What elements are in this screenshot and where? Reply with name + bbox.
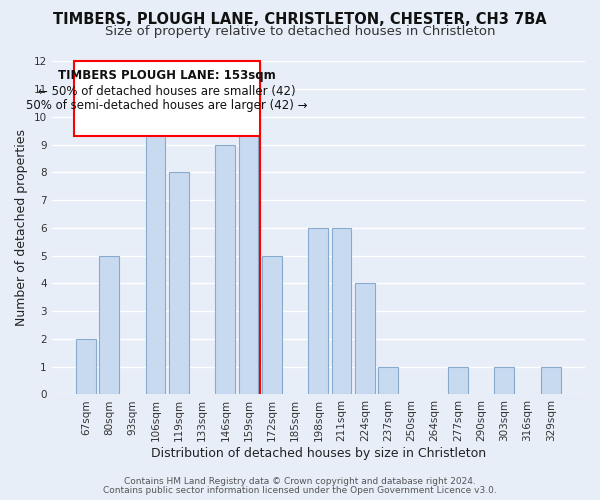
Text: 50% of semi-detached houses are larger (42) →: 50% of semi-detached houses are larger (… [26, 99, 308, 112]
Bar [99, 256, 119, 394]
Bar [541, 366, 561, 394]
Text: TIMBERS, PLOUGH LANE, CHRISTLETON, CHESTER, CH3 7BA: TIMBERS, PLOUGH LANE, CHRISTLETON, CHEST… [53, 12, 547, 28]
Text: Size of property relative to detached houses in Christleton: Size of property relative to detached ho… [105, 25, 495, 38]
Text: Contains public sector information licensed under the Open Government Licence v3: Contains public sector information licen… [103, 486, 497, 495]
X-axis label: Distribution of detached houses by size in Christleton: Distribution of detached houses by size … [151, 447, 486, 460]
Bar [494, 366, 514, 394]
Bar [262, 256, 282, 394]
Bar [448, 366, 468, 394]
Text: TIMBERS PLOUGH LANE: 153sqm: TIMBERS PLOUGH LANE: 153sqm [58, 69, 276, 82]
Bar [378, 366, 398, 394]
Bar [146, 117, 166, 394]
Text: ← 50% of detached houses are smaller (42): ← 50% of detached houses are smaller (42… [38, 86, 296, 98]
Bar [308, 228, 328, 394]
Text: Contains HM Land Registry data © Crown copyright and database right 2024.: Contains HM Land Registry data © Crown c… [124, 477, 476, 486]
Bar [355, 284, 375, 395]
Bar [215, 144, 235, 394]
Bar [76, 339, 95, 394]
Bar [239, 117, 259, 394]
Y-axis label: Number of detached properties: Number of detached properties [15, 130, 28, 326]
Bar [332, 228, 352, 394]
Bar [169, 172, 188, 394]
